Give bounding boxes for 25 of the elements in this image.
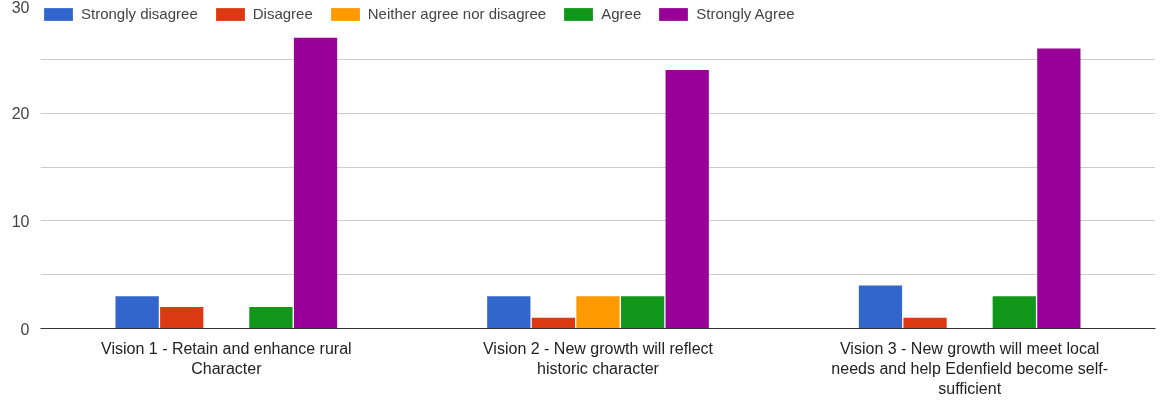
bar bbox=[992, 296, 1036, 329]
bar bbox=[160, 306, 204, 329]
legend-label: Agree bbox=[601, 5, 642, 22]
bar bbox=[620, 296, 665, 329]
bar bbox=[1037, 48, 1081, 329]
y-tick-label: 10 bbox=[11, 212, 30, 230]
bar bbox=[903, 317, 947, 329]
y-tick-label: 20 bbox=[11, 105, 30, 123]
bar bbox=[531, 317, 576, 329]
bar bbox=[665, 70, 709, 329]
bar bbox=[576, 296, 620, 329]
bar bbox=[293, 37, 338, 329]
y-tick-label: 30 bbox=[11, 0, 30, 16]
x-tick-label: Vision 2 - New growth will reflect historic character bbox=[483, 339, 714, 377]
legend-label: Disagree bbox=[252, 5, 313, 22]
bar bbox=[487, 296, 531, 329]
legend-label: Strongly disagree bbox=[81, 5, 198, 22]
bar bbox=[115, 296, 159, 329]
x-tick-label: Vision 3 - New growth will meet local needs and help Edenfield become self-sufficient bbox=[831, 339, 1108, 398]
x-tick-label: Vision 1 - Retain and enhance rural Character bbox=[101, 339, 352, 377]
legend-label: Strongly Agree bbox=[696, 5, 795, 22]
y-tick-label: 0 bbox=[20, 320, 30, 338]
bar bbox=[858, 285, 903, 329]
legend-label: Neither agree nor disagree bbox=[367, 5, 547, 22]
bar bbox=[249, 306, 293, 329]
